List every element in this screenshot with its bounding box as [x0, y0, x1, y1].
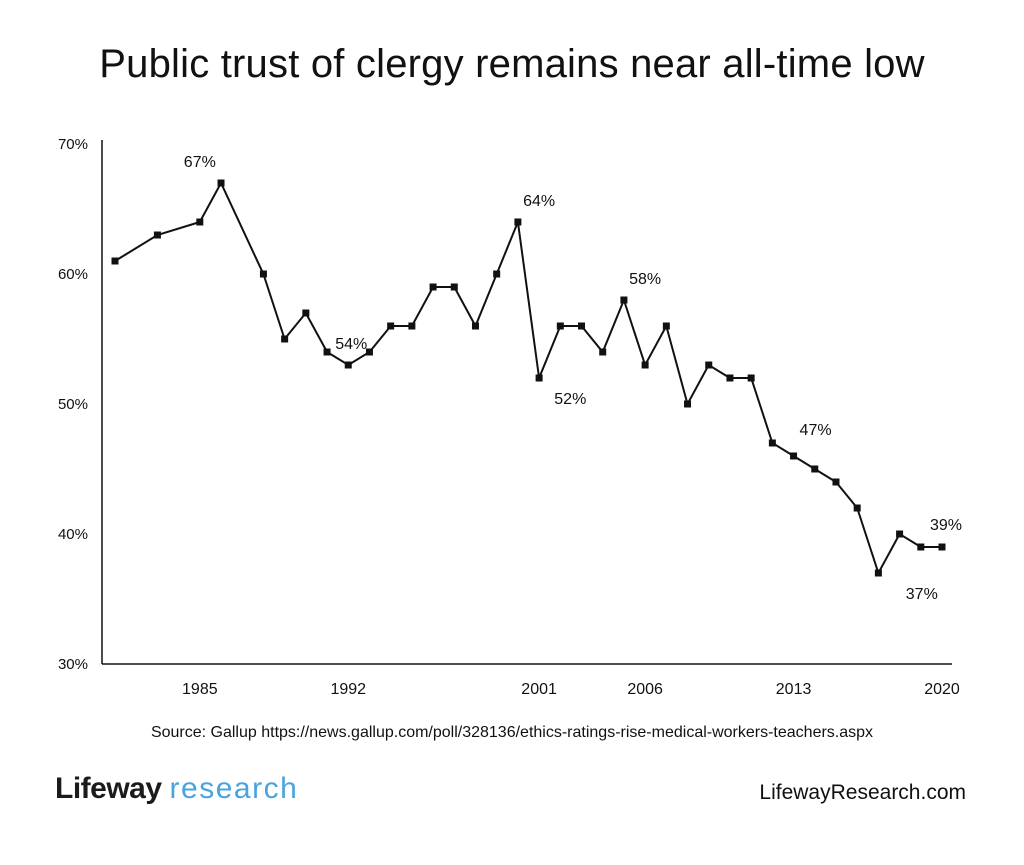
- y-tick-label: 50%: [58, 396, 88, 413]
- data-point: [662, 322, 670, 330]
- data-point: [493, 270, 501, 278]
- x-tick-label: 1985: [182, 681, 218, 698]
- x-tick-label: 2001: [521, 681, 557, 698]
- data-label: 54%: [335, 336, 367, 353]
- data-point: [811, 465, 819, 473]
- data-point: [599, 348, 607, 356]
- data-point: [556, 322, 564, 330]
- data-point: [684, 400, 692, 408]
- data-point: [874, 569, 882, 577]
- data-point: [535, 374, 543, 382]
- y-tick-label: 70%: [58, 136, 88, 153]
- brand-suffix: research: [169, 772, 299, 805]
- x-tick-label: 2006: [627, 681, 663, 698]
- data-point: [217, 179, 225, 187]
- data-point: [323, 348, 331, 356]
- data-label: 58%: [629, 271, 661, 288]
- data-point: [578, 322, 586, 330]
- brand-logo: Lifeway research: [55, 772, 298, 806]
- data-point: [471, 322, 479, 330]
- data-point: [832, 478, 840, 486]
- data-point: [790, 452, 798, 460]
- data-label: 47%: [800, 422, 832, 439]
- data-point: [153, 231, 161, 239]
- data-point: [365, 348, 373, 356]
- data-point: [429, 283, 437, 291]
- data-point: [514, 218, 522, 226]
- data-label: 67%: [184, 154, 216, 171]
- data-point: [259, 270, 267, 278]
- data-point: [768, 439, 776, 447]
- x-tick-label: 2013: [776, 681, 812, 698]
- source-note: Source: Gallup https://news.gallup.com/p…: [150, 724, 874, 741]
- data-point: [938, 543, 946, 551]
- data-point: [281, 335, 289, 343]
- chart-title: Public trust of clergy remains near all-…: [99, 42, 925, 86]
- y-tick-label: 40%: [58, 526, 88, 543]
- line-chart: 30% 40% 50% 60% 70% 1985 1992 2001 2006 2013 2020 6…: [58, 136, 962, 698]
- y-tick-label: 30%: [58, 656, 88, 673]
- data-point: [641, 361, 649, 369]
- data-label: 52%: [554, 391, 586, 408]
- website-link[interactable]: LifewayResearch.com: [759, 781, 966, 804]
- data-point: [620, 296, 628, 304]
- data-point: [917, 543, 925, 551]
- data-point: [196, 218, 204, 226]
- data-point: [853, 504, 861, 512]
- data-point: [302, 309, 310, 317]
- x-tick-label: 1992: [330, 681, 366, 698]
- data-label: 64%: [523, 193, 555, 210]
- data-point: [450, 283, 458, 291]
- data-label: 39%: [930, 517, 962, 534]
- data-point: [111, 257, 119, 265]
- data-point: [344, 361, 352, 369]
- series-line: [114, 180, 942, 576]
- data-point: [705, 361, 713, 369]
- y-tick-label: 60%: [58, 266, 88, 283]
- data-point: [896, 530, 904, 538]
- data-point: [726, 374, 734, 382]
- data-point: [387, 322, 395, 330]
- data-label: 37%: [906, 586, 938, 603]
- brand-name: Lifeway: [55, 772, 162, 805]
- x-tick-label: 2020: [924, 681, 960, 698]
- data-point: [408, 322, 416, 330]
- data-point: [747, 374, 755, 382]
